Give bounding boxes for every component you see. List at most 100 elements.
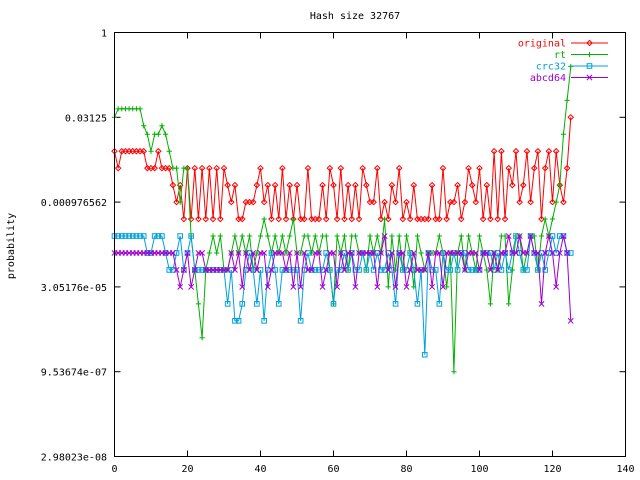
data-point-original — [523, 147, 531, 155]
data-point-crc32 — [407, 250, 413, 256]
data-point-rt — [444, 284, 450, 290]
data-point-original — [490, 147, 498, 155]
data-point-abcd64 — [494, 266, 501, 273]
data-point-original — [114, 164, 122, 172]
data-point-crc32 — [538, 250, 545, 256]
legend-label-crc32: crc32 — [536, 62, 566, 73]
data-point-original — [165, 164, 173, 172]
data-point-abcd64 — [461, 266, 468, 273]
data-point-original — [286, 181, 294, 189]
data-point-rt — [374, 233, 380, 239]
data-point-abcd64 — [184, 250, 191, 256]
data-point-original — [224, 181, 231, 189]
data-point-original — [249, 198, 257, 206]
data-point-abcd64 — [381, 233, 388, 239]
data-point-crc32 — [173, 250, 180, 256]
data-point-rt — [484, 267, 490, 273]
data-point-crc32 — [345, 267, 351, 273]
data-point-rt — [217, 233, 223, 239]
data-point-original — [406, 215, 414, 223]
data-point-crc32 — [115, 233, 121, 239]
data-point-abcd64 — [301, 250, 308, 256]
data-point-abcd64 — [513, 250, 519, 256]
data-point-rt — [312, 233, 318, 239]
data-point-abcd64 — [564, 250, 571, 256]
data-point-rt — [538, 233, 545, 239]
y-tick-label: 0.000976562 — [41, 198, 107, 209]
data-point-rt — [396, 233, 402, 239]
data-point-original — [377, 215, 385, 223]
data-point-rt — [436, 233, 442, 239]
data-point-abcd64 — [487, 266, 494, 273]
data-point-original — [563, 164, 571, 172]
data-point-abcd64 — [403, 283, 410, 290]
data-point-crc32 — [268, 250, 275, 256]
data-point-rt — [458, 233, 464, 239]
data-point-abcd64 — [407, 266, 414, 273]
data-point-crc32 — [232, 318, 238, 324]
legend-label-rt: rt — [554, 50, 566, 61]
data-point-original — [330, 181, 337, 189]
data-point-crc32 — [436, 301, 443, 307]
data-point-original — [428, 181, 436, 189]
data-point-original — [509, 181, 516, 189]
data-point-crc32 — [119, 233, 125, 239]
data-point-abcd64 — [374, 283, 381, 290]
data-point-original — [304, 164, 312, 172]
data-point-original — [275, 215, 283, 223]
data-point-rt — [155, 131, 161, 137]
x-tick-label: 120 — [543, 464, 561, 475]
data-point-original — [268, 215, 275, 223]
data-point-rt — [261, 216, 267, 222]
data-point-original — [173, 198, 180, 206]
data-point-rt — [195, 301, 202, 307]
data-point-original — [293, 181, 301, 189]
data-point-original — [443, 215, 450, 223]
data-point-original — [344, 181, 352, 189]
data-point-original — [552, 147, 560, 155]
data-point-original — [461, 198, 469, 206]
legend-marker-original — [586, 39, 593, 47]
legend-label-original: original — [518, 39, 566, 50]
data-point-rt — [549, 216, 556, 222]
data-point-abcd64 — [337, 250, 344, 256]
data-point-abcd64 — [173, 266, 180, 273]
data-point-original — [352, 181, 359, 189]
data-point-abcd64 — [538, 300, 545, 307]
data-point-abcd64 — [242, 250, 249, 256]
data-point-rt — [265, 233, 271, 239]
data-point-abcd64 — [421, 266, 428, 273]
legend-label-abcd64: abcd64 — [530, 73, 566, 84]
data-point-rt — [553, 199, 559, 205]
data-point-crc32 — [297, 318, 304, 324]
data-point-abcd64 — [348, 250, 355, 256]
data-point-rt — [367, 233, 373, 239]
data-point-original — [381, 198, 388, 206]
data-point-crc32 — [159, 233, 165, 239]
data-point-original — [282, 215, 290, 223]
data-point-abcd64 — [556, 250, 563, 256]
data-point-abcd64 — [399, 250, 406, 256]
data-point-original — [373, 164, 381, 172]
data-point-abcd64 — [250, 250, 257, 256]
data-point-crc32 — [275, 301, 282, 307]
chart-title: Hash size 32767 — [310, 11, 400, 22]
data-point-abcd64 — [228, 250, 235, 256]
data-point-abcd64 — [319, 283, 326, 290]
data-point-original — [187, 215, 195, 223]
data-point-original — [476, 164, 483, 172]
data-point-crc32 — [257, 267, 264, 273]
data-point-rt — [246, 233, 253, 239]
data-point-original — [363, 181, 370, 189]
data-point-original — [300, 215, 308, 223]
data-point-original — [337, 164, 345, 172]
data-point-original — [315, 215, 323, 223]
data-point-rt — [557, 182, 563, 188]
data-point-crc32 — [199, 267, 205, 273]
data-point-crc32 — [363, 267, 370, 273]
series-layer — [111, 63, 575, 375]
data-point-crc32 — [170, 267, 176, 273]
y-tick-label: 0.03125 — [65, 113, 107, 124]
y-tick-label: 9.53674e-07 — [41, 368, 107, 379]
data-point-original — [260, 198, 268, 206]
